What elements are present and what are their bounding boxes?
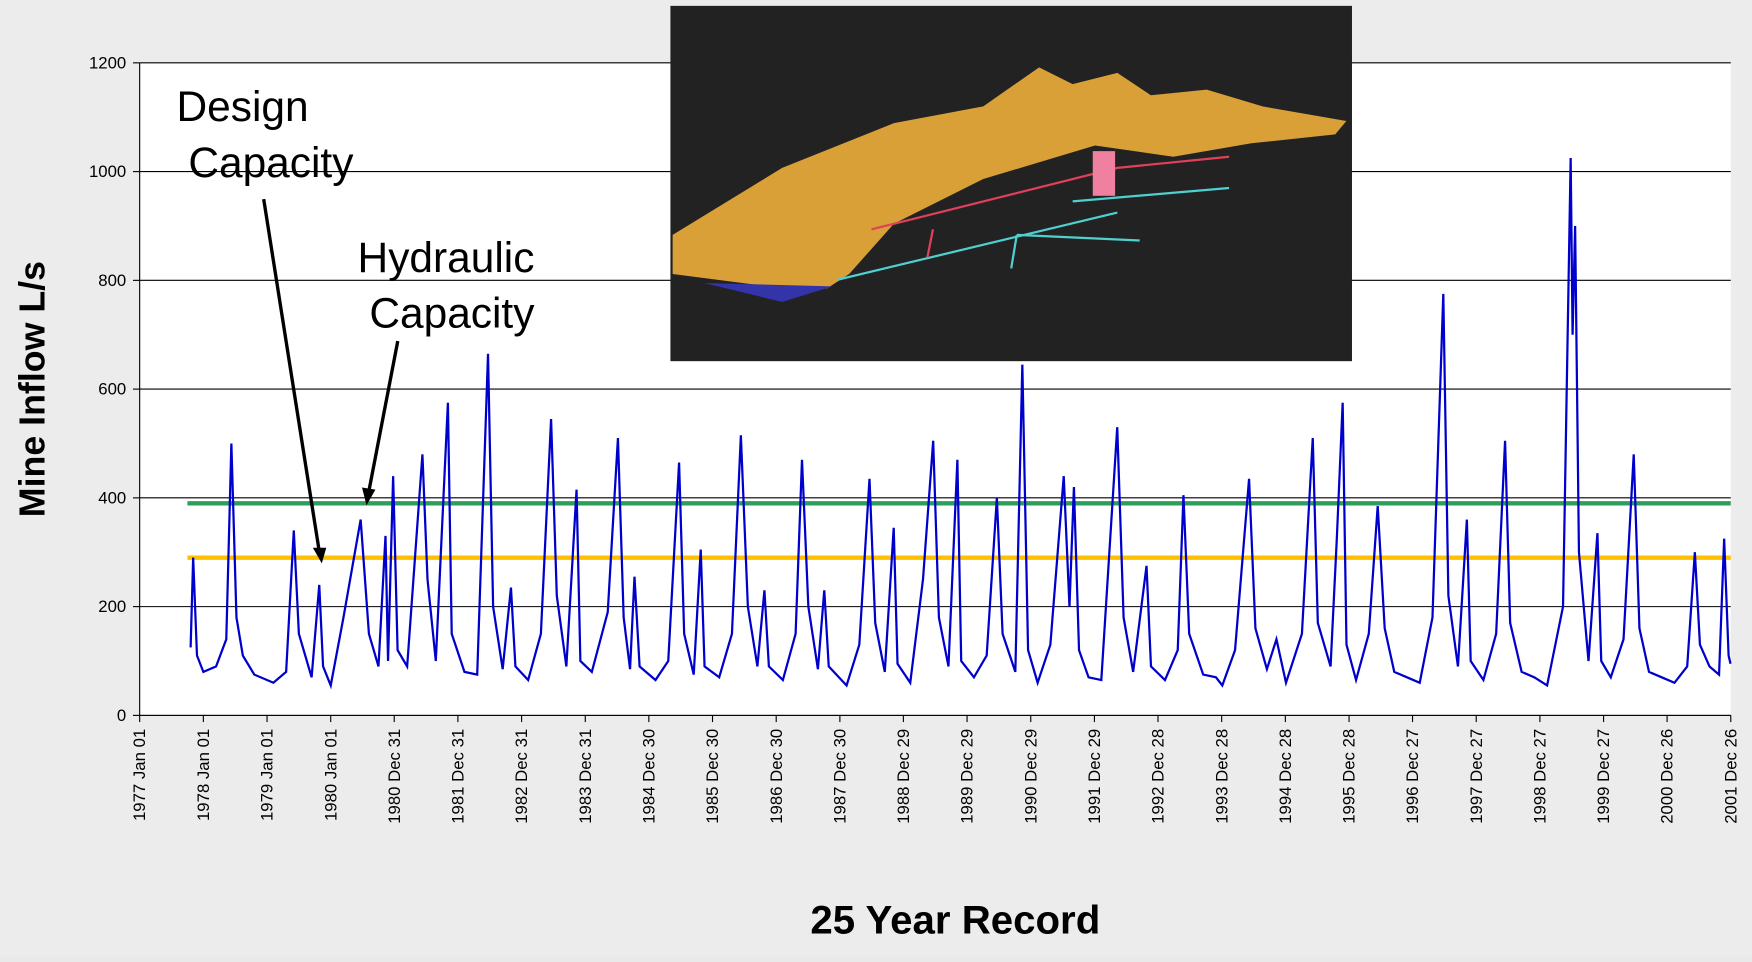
y-tick-label: 400 [98, 488, 126, 507]
x-tick-label: 1999 Dec 27 [1594, 729, 1613, 824]
x-axis-title: 25 Year Record [810, 897, 1100, 942]
annotation-line: Capacity [177, 139, 355, 186]
x-tick-label: 1991 Dec 29 [1085, 729, 1104, 824]
x-tick-label: 1979 Jan 01 [258, 729, 277, 821]
inset-image [670, 6, 1352, 361]
x-tick-label: 1997 Dec 27 [1467, 729, 1486, 824]
x-tick-label: 1981 Dec 31 [448, 729, 467, 824]
x-tick-label: 1996 Dec 27 [1403, 729, 1422, 824]
x-tick-label: 1998 Dec 27 [1530, 729, 1549, 824]
y-tick-label: 1200 [89, 53, 126, 72]
x-tick-label: 1987 Dec 30 [830, 729, 849, 824]
x-tick-label: 1986 Dec 30 [767, 729, 786, 824]
y-tick-label: 800 [98, 271, 126, 290]
x-tick-label: 1988 Dec 29 [894, 729, 913, 824]
y-tick-label: 200 [98, 597, 126, 616]
x-tick-label: 1980 Jan 01 [321, 729, 340, 821]
x-tick-label: 2001 Dec 26 [1721, 729, 1740, 824]
x-tick-label: 1990 Dec 29 [1021, 729, 1040, 824]
annotation-line: Hydraulic [358, 234, 535, 281]
y-axis-title: Mine Inflow L/s [13, 261, 53, 517]
x-tick-label: 2000 Dec 26 [1658, 729, 1677, 824]
y-tick-label: 1000 [89, 162, 126, 181]
x-tick-label: 1994 Dec 28 [1276, 729, 1295, 824]
x-tick-label: 1993 Dec 28 [1212, 729, 1231, 824]
x-tick-label: 1992 Dec 28 [1149, 729, 1168, 824]
page: {"chart_data": { "type": "line", "ylabel… [0, 0, 1752, 957]
x-tick-label: 1978 Jan 01 [194, 729, 213, 821]
x-tick-label: 1995 Dec 28 [1340, 729, 1359, 824]
chart: 0 200 400 600 800 1000 1200 1977 Jan 01 1978 Jan… [0, 0, 1752, 957]
x-tick-label: 1989 Dec 29 [958, 729, 977, 824]
annotation-line: Capacity [358, 290, 536, 337]
x-tick-label: 1982 Dec 31 [512, 729, 531, 824]
x-tick-label: 1977 Jan 01 [130, 729, 149, 821]
x-tick-label: 1983 Dec 31 [576, 729, 595, 824]
x-tick-label: 1984 Dec 30 [639, 729, 658, 824]
shaft [1093, 151, 1115, 196]
y-tick-label: 600 [98, 380, 126, 399]
annotation-line: Design [177, 83, 309, 130]
y-tick-label: 0 [117, 706, 126, 725]
x-tick-label: 1980 Dec 31 [385, 729, 404, 824]
x-tick-label: 1985 Dec 30 [703, 729, 722, 824]
